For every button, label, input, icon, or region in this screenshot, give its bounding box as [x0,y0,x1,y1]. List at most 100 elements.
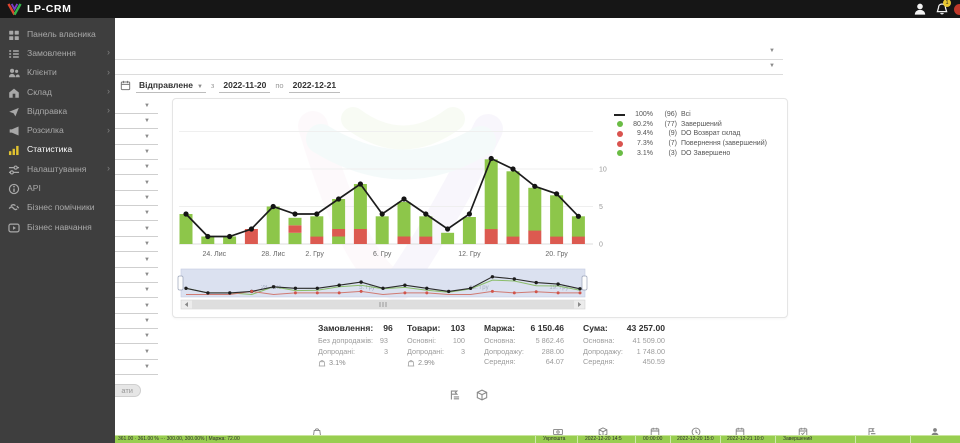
line-point [379,211,385,217]
clock-icon[interactable] [691,424,701,437]
wide-filter-select-2[interactable]: ▼ [115,60,783,75]
legend-item[interactable]: 3.1% (3) DO Завершено [614,148,767,158]
side-filter-select-1[interactable]: ▼ [115,100,158,114]
legend-item[interactable]: 7.3% (7) Повернення (завершений) [614,139,767,149]
date-to-input[interactable]: 2022-12-21 [288,79,341,93]
legend-item[interactable]: 100% (96) Всі [614,110,767,120]
side-filter-select-4[interactable]: ▼ [115,146,158,161]
line-point [357,181,363,187]
date-type-select[interactable]: Відправлене ▼ [136,79,206,93]
svg-text:12. Гру: 12. Гру [469,285,488,291]
side-filter-select-15[interactable]: ▼ [115,315,158,329]
wide-filter-select-1[interactable]: ▼ [115,45,783,60]
date-from-input[interactable]: 2022-11-20 [219,79,271,93]
side-filter-select-8[interactable]: ▼ [115,207,158,222]
side-filter-select-17[interactable]: ▼ [115,346,158,360]
from-word: з [210,81,215,90]
sidebar-item-4[interactable]: Склад › [0,82,115,101]
sidebar-item-10[interactable]: Бізнес помічники [0,198,115,217]
bar-segment [332,229,346,237]
person-icon[interactable] [930,424,940,436]
flag-chart-icon[interactable] [867,424,877,436]
sidebar-item-6[interactable]: Розсилка › [0,120,115,139]
sidebar-item-5[interactable]: Відправка › [0,101,115,120]
flag-chart-icon[interactable] [449,388,461,400]
legend-item[interactable]: 9.4% (9) DO Возврат склад [614,129,767,139]
sidebar: Панель власника Замовлення › Клієнти › Склад ›… [0,18,115,443]
side-filter-select-3[interactable]: ▼ [115,131,158,145]
chevron-right-icon: › [107,86,110,97]
chevron-down-icon: ▼ [144,149,150,156]
settings-icon [8,163,20,175]
legend-item[interactable]: 80.2% (77) Завершений [614,120,767,130]
sidebar-item-9[interactable]: API [0,178,115,197]
chevron-down-icon: ▼ [144,164,150,171]
sidebar-item-3[interactable]: Клієнти › [0,63,115,82]
svg-text:24. Лис: 24. Лис [202,251,226,258]
svg-text:5: 5 [599,204,603,211]
calendar-check-icon[interactable] [798,424,808,437]
side-filter-select-14[interactable]: ▼ [115,300,158,314]
banknote-icon[interactable] [553,424,563,436]
chevron-down-icon: ▼ [144,225,150,232]
side-filter-select-7[interactable]: ▼ [115,192,158,207]
clients-icon [8,66,20,78]
calendar-icon[interactable] [650,424,660,437]
side-filter-select-5[interactable]: ▼ [115,161,158,176]
bar-segment [506,171,520,237]
line-point [575,213,581,219]
orders-chart[interactable]: 0 5 10 24. Лис 28. Лис 2. Гру 6. Гру 12. Гру 20.… [173,99,785,315]
line-point [510,166,516,172]
stat-value: 103 [450,323,465,333]
package-icon[interactable] [476,388,488,401]
package-icon[interactable] [598,424,608,437]
bar-segment [484,229,498,244]
bag-icon[interactable] [312,424,322,437]
row-description: 361.00 · 361.00 % ··· 300.00, 300.00% | … [118,436,240,442]
bag-icon [318,359,326,367]
chevron-down-icon: ▼ [144,210,150,217]
brand-name: LP-CRM [27,3,72,15]
side-filter-select-12[interactable]: ▼ [115,269,158,283]
top-bar: LP-CRM 1 [0,0,960,18]
chevron-down-icon: ▼ [144,302,150,309]
side-filter-select-10[interactable]: ▼ [115,238,158,253]
bar-segment [506,236,520,244]
line-point [488,155,494,162]
calendar-icon[interactable] [735,424,745,437]
stat-title: Замовлення: [318,323,374,333]
side-filter-select-6[interactable]: ▼ [115,177,158,191]
side-filter-select-2[interactable]: ▼ [115,115,158,130]
brand[interactable]: LP-CRM [0,2,72,16]
table-row[interactable]: 361.00 · 361.00 % ··· 300.00, 300.00% | … [115,435,960,443]
bag-icon [407,359,415,367]
sidebar-item-11[interactable]: Бізнес навчання [0,217,115,236]
chevron-down-icon: ▼ [144,241,150,248]
bar-segment [244,229,258,244]
sidebar-item-2[interactable]: Замовлення › [0,43,115,62]
side-filter-select-11[interactable]: ▼ [115,254,158,268]
side-filter-select-13[interactable]: ▼ [115,284,158,299]
chevron-down-icon: ▼ [144,103,150,109]
side-filter-select-16[interactable]: ▼ [115,330,158,345]
training-icon [8,221,20,233]
chevron-down-icon: ▼ [769,63,775,69]
notifications-bell-icon[interactable]: 1 [935,0,951,16]
row-cell: 2022-12-21 10:0 [727,436,764,442]
navigator-handle-right [581,275,588,291]
row-cell: Укрпошта [543,436,566,442]
sidebar-item-8[interactable]: Налаштування › [0,159,115,178]
sidebar-item-7[interactable]: Статистика [0,140,115,159]
line-point [227,233,233,240]
bar-segment [288,232,302,245]
stat-title: Маржа: [484,323,516,333]
side-filter-select-18[interactable]: ▼ [115,361,158,375]
legend-dot-swatch [616,140,623,147]
bar-segment [288,217,302,226]
row-cell: 2022-12-20 15:0 [677,436,714,442]
user-avatar-icon[interactable] [913,2,927,16]
side-filter-select-9[interactable]: ▼ [115,223,158,237]
stat-column-1: Замовлення: 96 Без допродажів: 93 Допродані:… [318,323,393,367]
edge-status-icon[interactable] [954,4,960,15]
sidebar-item-1[interactable]: Панель власника [0,24,115,43]
